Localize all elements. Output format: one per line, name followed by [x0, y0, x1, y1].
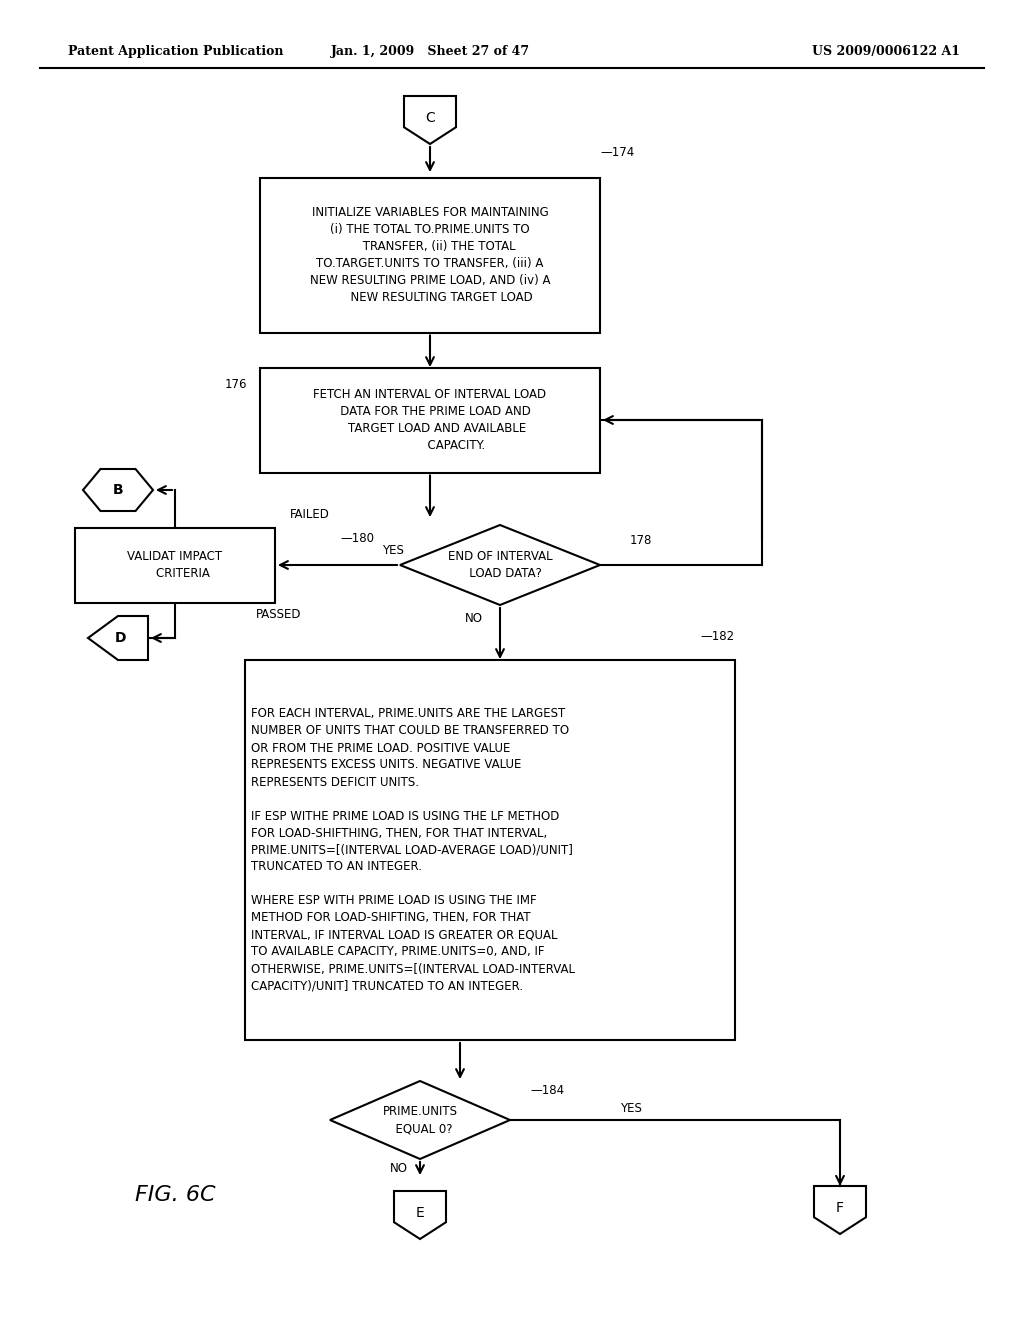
Bar	[260, 177, 600, 333]
Bar	[260, 367, 600, 473]
Text: FIG. 6C: FIG. 6C	[135, 1185, 215, 1205]
Text: 178: 178	[630, 533, 652, 546]
Text: YES: YES	[382, 544, 403, 557]
Text: FOR EACH INTERVAL, PRIME.UNITS ARE THE LARGEST
NUMBER OF UNITS THAT COULD BE TRA: FOR EACH INTERVAL, PRIME.UNITS ARE THE L…	[251, 708, 575, 993]
Polygon shape	[394, 1191, 446, 1239]
Text: END OF INTERVAL
   LOAD DATA?: END OF INTERVAL LOAD DATA?	[447, 550, 552, 579]
Text: —180: —180	[340, 532, 374, 544]
Text: VALIDAT IMPACT
    CRITERIA: VALIDAT IMPACT CRITERIA	[127, 550, 222, 579]
Text: Patent Application Publication: Patent Application Publication	[68, 45, 284, 58]
Text: US 2009/0006122 A1: US 2009/0006122 A1	[812, 45, 961, 58]
Text: INITIALIZE VARIABLES FOR MAINTAINING
(i) THE TOTAL TO.PRIME.UNITS TO
     TRANSF: INITIALIZE VARIABLES FOR MAINTAINING (i)…	[309, 206, 550, 304]
Text: C: C	[425, 111, 435, 124]
Text: E: E	[416, 1205, 424, 1220]
Polygon shape	[814, 1185, 866, 1234]
Text: YES: YES	[620, 1101, 642, 1114]
Polygon shape	[330, 1081, 510, 1159]
Text: 176: 176	[225, 379, 248, 392]
Text: —182: —182	[700, 631, 734, 644]
Text: FAILED: FAILED	[290, 507, 330, 520]
Text: NO: NO	[390, 1162, 408, 1175]
Polygon shape	[404, 96, 456, 144]
Polygon shape	[88, 616, 148, 660]
Polygon shape	[83, 469, 153, 511]
Text: NO: NO	[465, 611, 483, 624]
Text: PRIME.UNITS
  EQUAL 0?: PRIME.UNITS EQUAL 0?	[383, 1105, 458, 1135]
Text: B: B	[113, 483, 123, 498]
Polygon shape	[400, 525, 600, 605]
Text: —184: —184	[530, 1084, 564, 1097]
Bar	[245, 660, 735, 1040]
Text: D: D	[116, 631, 127, 645]
Text: FETCH AN INTERVAL OF INTERVAL LOAD
   DATA FOR THE PRIME LOAD AND
    TARGET LOA: FETCH AN INTERVAL OF INTERVAL LOAD DATA …	[313, 388, 547, 451]
Bar	[75, 528, 275, 602]
Text: Jan. 1, 2009   Sheet 27 of 47: Jan. 1, 2009 Sheet 27 of 47	[331, 45, 529, 58]
Text: —174: —174	[600, 145, 634, 158]
Text: F: F	[836, 1201, 844, 1214]
Text: PASSED: PASSED	[256, 607, 301, 620]
